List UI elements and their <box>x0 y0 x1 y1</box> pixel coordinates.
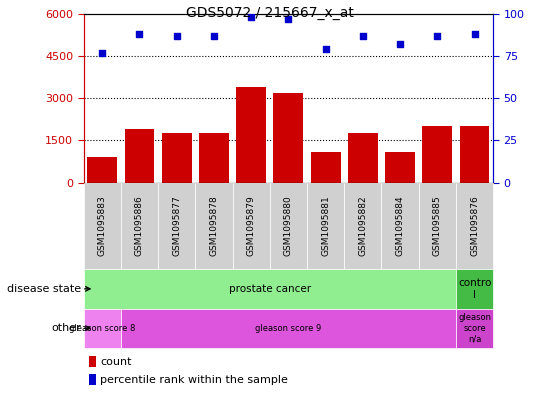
Text: other: other <box>51 323 81 333</box>
Text: GSM1095878: GSM1095878 <box>209 196 218 256</box>
Bar <box>199 134 229 183</box>
Point <box>396 41 404 47</box>
Point <box>433 33 441 39</box>
Text: GSM1095886: GSM1095886 <box>135 196 144 256</box>
Text: prostate cancer: prostate cancer <box>229 284 311 294</box>
Bar <box>460 127 489 183</box>
Text: GSM1095876: GSM1095876 <box>470 196 479 256</box>
Text: GSM1095882: GSM1095882 <box>358 196 368 256</box>
Bar <box>348 134 378 183</box>
Text: gleason
score
n/a: gleason score n/a <box>458 313 491 343</box>
Point <box>284 16 293 22</box>
Text: GSM1095877: GSM1095877 <box>172 196 181 256</box>
Text: contro
l: contro l <box>458 278 491 299</box>
Bar <box>273 93 303 183</box>
Bar <box>423 127 452 183</box>
Bar <box>125 129 154 183</box>
Point <box>172 33 181 39</box>
Point <box>358 33 367 39</box>
Point <box>321 46 330 52</box>
Text: percentile rank within the sample: percentile rank within the sample <box>100 375 288 385</box>
Text: GSM1095880: GSM1095880 <box>284 196 293 256</box>
Bar <box>310 152 341 183</box>
Point <box>247 14 255 20</box>
Text: gleason score 8: gleason score 8 <box>69 324 135 332</box>
Bar <box>236 87 266 183</box>
Text: disease state: disease state <box>6 284 81 294</box>
Text: GSM1095881: GSM1095881 <box>321 196 330 256</box>
Text: GSM1095883: GSM1095883 <box>98 196 107 256</box>
Text: GSM1095884: GSM1095884 <box>396 196 405 256</box>
Text: GDS5072 / 215667_x_at: GDS5072 / 215667_x_at <box>185 6 354 20</box>
Text: gleason score 9: gleason score 9 <box>255 324 321 332</box>
Bar <box>385 152 415 183</box>
Bar <box>87 157 117 183</box>
Text: GSM1095885: GSM1095885 <box>433 196 442 256</box>
Bar <box>162 134 191 183</box>
Text: count: count <box>100 357 132 367</box>
Point <box>210 33 218 39</box>
Point <box>470 31 479 37</box>
Point <box>98 50 107 56</box>
Text: GSM1095879: GSM1095879 <box>247 196 255 256</box>
Point <box>135 31 144 37</box>
